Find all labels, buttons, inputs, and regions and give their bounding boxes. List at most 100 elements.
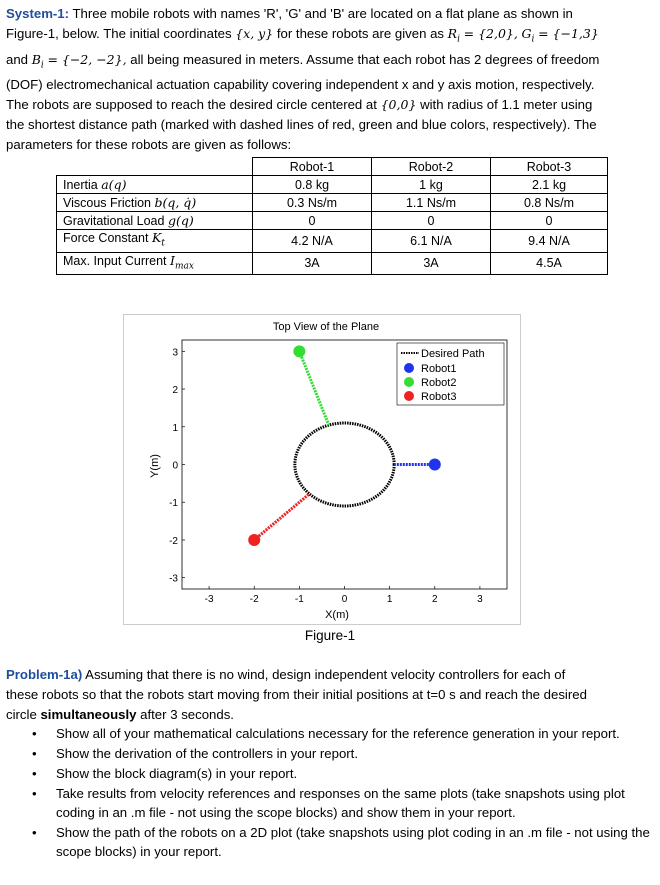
bullet-icon: • — [32, 726, 37, 741]
row-label-sub: max — [174, 261, 194, 271]
intro-line-4: (DOF) electromechanical actuation capabi… — [6, 77, 595, 93]
list-item: • Show the derivation of the controllers … — [6, 744, 656, 763]
math-sub: i — [40, 60, 44, 71]
bullet-icon: • — [32, 825, 37, 840]
y-tick-label: -1 — [169, 498, 178, 509]
math-sub: i — [531, 34, 535, 45]
problem-line-3: circle simultaneously after 3 seconds. — [6, 705, 656, 725]
table-header-cell: Robot-1 — [252, 157, 372, 176]
plot-title: Top View of the Plane — [273, 321, 379, 333]
math-r-val: = {2,0}, — [463, 26, 518, 41]
x-tick-label: -3 — [205, 594, 214, 605]
intro-line-5: The robots are supposed to reach the des… — [6, 95, 656, 115]
legend-robot1: Robot1 — [421, 363, 456, 375]
problem-label: Problem-1a) — [6, 667, 83, 682]
x-tick-label: 3 — [477, 594, 483, 605]
legend-robot2: Robot2 — [421, 377, 456, 389]
problem-line-2: these robots so that the robots start mo… — [6, 687, 587, 702]
x-tick-label: 1 — [387, 594, 393, 605]
table-cell: 4.2 N/A — [252, 229, 372, 253]
problem-text: Assuming that there is no wind, design i… — [85, 667, 566, 682]
table-cell: 0 — [252, 211, 372, 230]
intro-line-6: the shortest distance path (marked with … — [6, 117, 597, 133]
table-row: Viscous Friction b(q, q̇) 0.3 Ns/m 1.1 N… — [56, 193, 608, 212]
math-r: R — [447, 26, 458, 41]
point-robot1 — [428, 458, 441, 471]
legend-desired-path: Desired Path — [421, 348, 485, 360]
bullet-icon: • — [32, 786, 37, 801]
x-axis-label: X(m) — [325, 609, 349, 621]
list-item-text: Show the path of the robots on a 2D plot… — [56, 825, 650, 859]
table-row: Inertia a(q) 0.8 kg 1 kg 2.1 kg — [56, 175, 608, 194]
row-label-sub: t — [161, 238, 165, 249]
math-g: G — [521, 26, 532, 41]
table-cell: 0 — [371, 211, 491, 230]
intro-text: and — [6, 51, 29, 67]
row-label-text: Inertia — [63, 177, 98, 192]
intro-text: all being measured in meters. Assume tha… — [130, 51, 600, 67]
intro-line-2: Figure-1, below. The initial coordinates… — [6, 24, 656, 50]
intro-text: Three mobile robots with names 'R', 'G' … — [72, 6, 573, 21]
plot-svg: Top View of the Plane -3 -2 -1 0 1 2 3 -3 -2 -1 0 1… — [149, 321, 508, 621]
table-cell: 0.3 Ns/m — [252, 193, 372, 212]
table-cell: 0 — [490, 211, 608, 230]
intro-text: The robots are supposed to reach the des… — [6, 97, 377, 113]
list-item-text: Show the block diagram(s) in your report… — [56, 766, 298, 781]
row-label-text: Gravitational Load — [63, 213, 165, 228]
table-corner-cell — [56, 157, 253, 176]
table-header-cell: Robot-2 — [371, 157, 491, 176]
row-label-math: g(q) — [167, 212, 194, 228]
row-label-math: I — [170, 252, 175, 268]
list-item: • Show all of your mathematical calculati… — [6, 724, 656, 743]
problem-text: after 3 seconds. — [140, 707, 234, 722]
path-line-robot2 — [297, 350, 331, 426]
x-tick-label: 2 — [432, 594, 438, 605]
y-tick-label: 0 — [172, 461, 178, 472]
table-row: Force Constant Kt 4.2 N/A 6.1 N/A 9.4 N/… — [56, 229, 608, 253]
row-label-math: b(q, q̇) — [154, 194, 197, 210]
table-header-cell: Robot-3 — [490, 157, 608, 176]
system-label: System-1: — [6, 6, 70, 21]
legend-robot3: Robot3 — [421, 391, 456, 403]
list-item: • Show the path of the robots on a 2D plo… — [6, 823, 656, 861]
table-header-row: Robot-1 Robot-2 Robot-3 — [56, 157, 608, 176]
math-b: B — [31, 51, 41, 67]
legend-robot3-swatch — [404, 391, 414, 401]
table-cell: 9.4 N/A — [490, 229, 608, 253]
bullet-icon: • — [32, 746, 37, 761]
list-item-text: Show the derivation of the controllers i… — [56, 746, 359, 761]
intro-line-7: parameters for these robots are given as… — [6, 137, 292, 153]
row-label-text: Viscous Friction — [63, 195, 151, 210]
legend-robot2-swatch — [404, 377, 414, 387]
table-cell: 1 kg — [371, 175, 491, 194]
row-label: Max. Input Current Imax — [56, 251, 253, 275]
table-row: Max. Input Current Imax 3A 3A 4.5A — [56, 251, 608, 275]
plot-legend: Desired Path Robot1 Robot2 Robot3 — [396, 342, 505, 406]
table-cell: 0.8 kg — [252, 175, 372, 194]
list-item: • Take results from velocity references a… — [6, 784, 656, 822]
intro-text: for these robots are given as — [276, 26, 444, 41]
y-tick-label: 1 — [172, 423, 178, 434]
problem-paragraph: Problem-1a) Assuming that there is no wi… — [6, 665, 656, 725]
intro-line-1: System-1: Three mobile robots with names… — [6, 4, 656, 24]
row-label: Inertia a(q) — [56, 175, 253, 194]
y-tick-label: 2 — [172, 385, 178, 396]
row-label: Gravitational Load g(q) — [56, 211, 253, 230]
row-label: Force Constant Kt — [56, 229, 253, 253]
y-tick-label: 3 — [172, 347, 178, 358]
intro-paragraph: System-1: Three mobile robots with names… — [6, 4, 656, 155]
requirements-list: • Show all of your mathematical calculati… — [6, 724, 656, 862]
desired-circle-path — [293, 421, 396, 508]
list-item: • Show the block diagram(s) in your repor… — [6, 764, 656, 783]
table-row: Gravitational Load g(q) 0 0 0 — [56, 211, 608, 230]
math-center: {0,0} — [380, 97, 417, 113]
x-tick-label: 0 — [342, 594, 348, 605]
table-cell: 2.1 kg — [490, 175, 608, 194]
legend-robot1-swatch — [404, 363, 414, 373]
parameter-table: Robot-1 Robot-2 Robot-3 Inertia a(q) 0.8… — [56, 157, 608, 275]
y-tick-label: -2 — [169, 536, 178, 547]
row-label-text: Max. Input Current — [63, 253, 167, 268]
point-robot2 — [293, 345, 306, 358]
math-b-val: = {−2, −2}, — [47, 51, 127, 67]
point-robot3 — [248, 533, 261, 546]
